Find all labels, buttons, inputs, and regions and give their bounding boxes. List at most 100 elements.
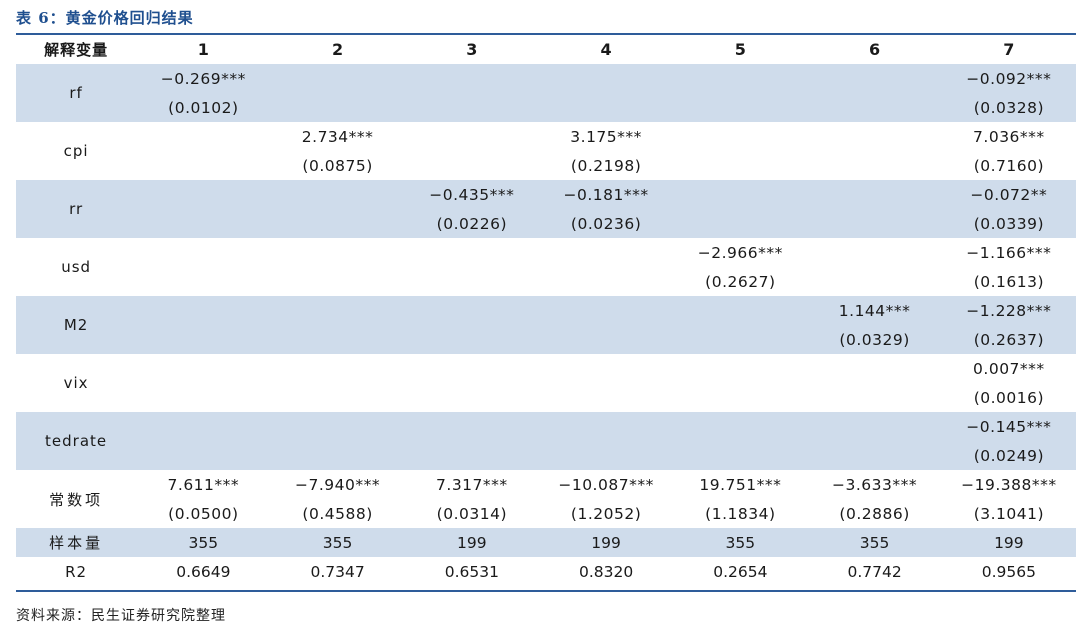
- table-cell: [136, 238, 270, 296]
- coefficient-value: 1.144***: [838, 301, 911, 320]
- standard-error-value: (0.4588): [302, 504, 373, 523]
- table-cell: 7.036*** (0.7160): [942, 122, 1076, 180]
- coefficient-value: [539, 240, 673, 266]
- table-cell: [673, 412, 808, 470]
- table-cell: [673, 64, 808, 122]
- standard-error-value: [270, 327, 404, 353]
- standard-error-value: [136, 269, 270, 295]
- coefficient-value: [270, 66, 404, 92]
- table-cell: [136, 354, 270, 412]
- standard-error-value: (0.0314): [436, 504, 508, 523]
- coefficient-value: [673, 124, 807, 150]
- standard-error-value: (0.2198): [570, 156, 642, 175]
- coefficient-value: [539, 66, 673, 92]
- coefficient-value: −19.388***: [961, 475, 1057, 494]
- standard-error-value: (0.2637): [973, 330, 1045, 349]
- coefficient-value: [807, 414, 941, 440]
- coefficient-value: [405, 124, 539, 150]
- table-cell: −19.388*** (3.1041): [942, 470, 1076, 528]
- standard-error-value: [405, 385, 539, 411]
- standard-error-value: [807, 211, 941, 237]
- row-label: cpi: [63, 142, 89, 160]
- table-cell: 7.611*** (0.0500): [136, 470, 270, 528]
- coefficient-value: −0.181***: [563, 185, 649, 204]
- coefficient-value: [673, 182, 807, 208]
- coefficient-value: [270, 414, 404, 440]
- table-cell: [270, 180, 405, 238]
- standard-error-value: [405, 153, 539, 179]
- standard-error-value: [807, 443, 941, 469]
- table-cell: 3.175*** (0.2198): [539, 122, 673, 180]
- coefficient-value: −0.092***: [966, 69, 1052, 88]
- coefficient-value: −0.435***: [429, 185, 515, 204]
- header-column: 6: [869, 40, 881, 59]
- table-cell: [136, 412, 271, 470]
- standard-error-value: (0.7160): [973, 156, 1045, 175]
- table-cell: [270, 412, 405, 470]
- coefficient-value: 7.036***: [973, 127, 1045, 146]
- coefficient-value: [405, 298, 539, 324]
- coefficient-value: [673, 414, 807, 440]
- source-note: 资料来源：民生证券研究院整理: [16, 608, 226, 624]
- standard-error-value: [673, 327, 807, 353]
- table-cell: [539, 238, 673, 296]
- standard-error-value: [405, 269, 539, 295]
- standard-error-value: (0.0500): [168, 504, 239, 523]
- bottom-rule: [16, 590, 1076, 592]
- table-cell: 0.7347: [310, 562, 365, 581]
- coefficient-value: [807, 66, 941, 92]
- standard-error-value: [270, 269, 404, 295]
- row-label: M2: [16, 296, 137, 354]
- standard-error-value: [807, 385, 941, 411]
- table-cell: [270, 238, 404, 296]
- table-row: usd −2.966*** (0.2627) −1.166*** (0.1613): [16, 238, 1076, 296]
- table-row: cpi 2.734*** (0.0875) 3.175*** (0.2198) 7.036…: [16, 122, 1076, 180]
- coefficient-value: [807, 124, 941, 150]
- table-cell: [673, 122, 807, 180]
- standard-error-value: [270, 385, 404, 411]
- standard-error-value: (0.0329): [839, 330, 910, 349]
- standard-error-value: (0.2886): [839, 504, 910, 523]
- standard-error-value: [673, 443, 807, 469]
- standard-error-value: [807, 153, 941, 179]
- table-cell: 7.317*** (0.0314): [405, 470, 539, 528]
- coefficient-value: [673, 356, 807, 382]
- header-column: 2: [332, 40, 344, 59]
- coefficient-value: [405, 414, 539, 440]
- coefficient-value: 19.751***: [699, 475, 782, 494]
- coefficient-value: 3.175***: [570, 127, 642, 146]
- table-cell: [136, 296, 271, 354]
- standard-error-value: (0.0016): [973, 388, 1045, 407]
- table-row: M2 1.144*** (0.0329) −1.228*** (0.2637): [16, 296, 1076, 354]
- table-row: 常数项 7.611*** (0.0500) −7.940*** (0.4588) 7.31…: [16, 470, 1076, 528]
- table-cell: 2.734*** (0.0875): [270, 122, 404, 180]
- standard-error-value: (0.1613): [973, 272, 1045, 291]
- coefficient-value: −2.966***: [697, 243, 783, 262]
- standard-error-value: [270, 211, 404, 237]
- table-cell: [405, 122, 539, 180]
- coefficient-value: [405, 66, 539, 92]
- standard-error-value: [136, 327, 270, 353]
- table-cell: 0.9565: [981, 562, 1036, 581]
- coefficient-value: [807, 240, 941, 266]
- standard-error-value: [673, 153, 807, 179]
- table-cell: [673, 354, 807, 412]
- table-cell: [539, 354, 673, 412]
- stat-row: 样本量 355 355 199 199 355 355 199: [16, 528, 1076, 557]
- table-cell: [404, 412, 539, 470]
- table-cell: [136, 122, 270, 180]
- coefficient-value: [405, 356, 539, 382]
- table-cell: [136, 180, 271, 238]
- table-cell: 0.6531: [444, 562, 499, 581]
- coefficient-value: [539, 298, 673, 324]
- table-cell: −0.092*** (0.0328): [941, 64, 1076, 122]
- standard-error-value: [807, 95, 941, 121]
- row-label: usd: [61, 258, 92, 276]
- coefficient-value: [807, 182, 941, 208]
- table-cell: [270, 296, 405, 354]
- coefficient-value: 2.734***: [301, 127, 374, 146]
- coefficient-value: [136, 240, 270, 266]
- standard-error-value: [539, 385, 673, 411]
- table-cell: 199: [404, 528, 539, 557]
- standard-error-value: (3.1041): [973, 504, 1045, 523]
